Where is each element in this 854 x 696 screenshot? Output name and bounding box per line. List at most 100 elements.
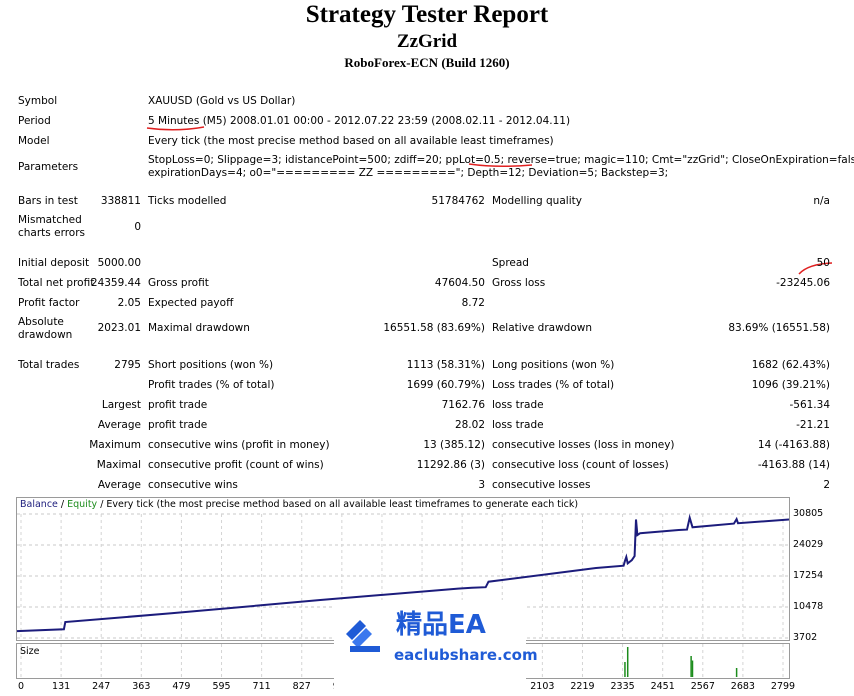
profit-factor-label: Profit factor [18, 297, 80, 309]
relative-drawdown-value: 83.69% (16551.58) [728, 322, 830, 334]
x-tick-label: 827 [292, 681, 311, 692]
gross-profit-label: Gross profit [148, 277, 209, 289]
x-tick-label: 2567 [690, 681, 715, 692]
maximal-consecutive-loss-value: -4163.88 (14) [757, 459, 830, 471]
short-positions-value: 1113 (58.31%) [406, 359, 485, 371]
average-label: Average [97, 419, 141, 431]
maximal-label: Maximal [96, 459, 141, 471]
y-tick-label: 10478 [793, 600, 824, 612]
max-consecutive-wins-label: consecutive wins (profit in money) [148, 439, 330, 451]
x-tick-label: 711 [252, 681, 271, 692]
watermark-url: eaclubshare.com [394, 646, 538, 664]
average-consecutive-losses-value: 2 [823, 479, 830, 491]
period-annotation-underline [146, 126, 205, 131]
loss-trades-label: Loss trades (% of total) [492, 379, 615, 391]
average-consecutive-wins-value: 3 [478, 479, 485, 491]
profit-trades-value: 1699 (60.79%) [406, 379, 485, 391]
total-trades-label: Total trades [18, 359, 80, 371]
maximum-label: Maximum [89, 439, 141, 451]
max-consecutive-wins-value: 13 (385.12) [423, 439, 485, 451]
symbol-value: XAUUSD (Gold vs US Dollar) [148, 95, 296, 107]
quality-value: n/a [813, 195, 830, 207]
absolute-drawdown-label-line2: drawdown [18, 329, 73, 341]
average-profit-value: 28.02 [454, 419, 485, 431]
long-positions-label: Long positions (won %) [492, 359, 615, 371]
x-tick-label: 2683 [730, 681, 755, 692]
mismatched-value: 0 [134, 221, 141, 233]
largest-loss-value: -561.34 [789, 399, 830, 411]
period-label: Period [18, 115, 51, 127]
expected-payoff-value: 8.72 [461, 297, 485, 309]
gross-loss-value: -23245.06 [776, 277, 830, 289]
ticks-value: 51784762 [431, 195, 485, 207]
bars-value: 338811 [100, 195, 141, 207]
x-tick-label: 2451 [650, 681, 675, 692]
watermark-title: 精品EA [396, 610, 486, 640]
x-tick-label: 2103 [530, 681, 555, 692]
profit-trades-label: Profit trades (% of total) [148, 379, 275, 391]
spread-value: 50 [816, 257, 830, 269]
max-consecutive-losses-label: consecutive losses (loss in money) [492, 439, 675, 451]
maximal-drawdown-label: Maximal drawdown [148, 322, 250, 334]
gross-loss-label: Gross loss [492, 277, 546, 289]
parameters-value-line2: expirationDays=4; o0="========= ZZ =====… [148, 167, 669, 179]
absolute-drawdown-value: 2023.01 [97, 322, 141, 334]
spread-annotation-underline [798, 262, 833, 275]
net-profit-label: Total net profit [18, 277, 95, 289]
x-tick-label: 247 [92, 681, 111, 692]
parameters-label: Parameters [18, 161, 79, 173]
x-tick-label: 2219 [570, 681, 595, 692]
expert-name: ZzGrid [396, 31, 458, 52]
expected-payoff-label: Expected payoff [148, 297, 234, 309]
x-tick-label: 479 [172, 681, 191, 692]
largest-profit-label: profit trade [148, 399, 208, 411]
y-tick-label: 24029 [793, 539, 824, 550]
largest-profit-value: 7162.76 [441, 399, 485, 411]
average-consecutive-losses-label: consecutive losses [492, 479, 591, 491]
watermark-logo-icon [346, 620, 380, 652]
largest-label: Largest [101, 399, 141, 411]
gross-profit-value: 47604.50 [434, 277, 485, 289]
average-loss-label: loss trade [492, 419, 544, 431]
parameters-value-line1: StopLoss=0; Slippage=3; idistancePoint=5… [148, 154, 854, 166]
period-value: 5 Minutes (M5) 2008.01.01 00:00 - 2012.0… [148, 115, 571, 127]
spread-label: Spread [492, 257, 529, 269]
x-tick-label: 2335 [610, 681, 635, 692]
chart-legend: Balance / Equity / Every tick (the most … [20, 499, 578, 510]
size-label: Size [20, 646, 40, 657]
symbol-label: Symbol [18, 95, 58, 107]
net-profit-value: 24359.44 [90, 277, 141, 289]
total-trades-value: 2795 [114, 359, 141, 371]
model-label: Model [18, 135, 50, 147]
x-tick-label: 2799 [770, 681, 796, 692]
loss-trades-value: 1096 (39.21%) [751, 379, 830, 391]
bars-label: Bars in test [18, 195, 78, 207]
profit-factor-value: 2.05 [117, 297, 141, 309]
x-tick-label: 363 [132, 681, 151, 692]
size-plot [20, 644, 784, 678]
x-tick-label: 131 [52, 681, 71, 692]
maximal-drawdown-value: 16551.58 (83.69%) [383, 322, 485, 334]
absolute-drawdown-label-line1: Absolute [18, 316, 64, 328]
legend-balance: Balance [20, 499, 58, 510]
average-consecutive-label: Average [97, 479, 141, 491]
deposit-label: Initial deposit [18, 257, 90, 269]
model-value: Every tick (the most precise method base… [148, 135, 554, 147]
series-line-balance [17, 513, 789, 633]
largest-loss-label: loss trade [492, 399, 544, 411]
average-loss-value: -21.21 [796, 419, 830, 431]
mismatched-label-line1: Mismatched [18, 214, 82, 226]
y-tick-label: 30805 [793, 508, 824, 519]
legend-description: / Every tick (the most precise method ba… [97, 499, 579, 510]
y-tick-label: 3702 [793, 632, 818, 643]
x-tick-label: 0 [17, 681, 25, 692]
y-tick-label: 17254 [793, 569, 824, 581]
mismatched-label-line2: charts errors [18, 227, 85, 239]
x-tick-label: 595 [212, 681, 231, 692]
max-consecutive-losses-value: 14 (-4163.88) [757, 439, 830, 451]
average-profit-label: profit trade [148, 419, 208, 431]
report-title: Strategy Tester Report [305, 1, 549, 28]
maximal-consecutive-profit-label: consecutive profit (count of wins) [148, 459, 324, 471]
deposit-value: 5000.00 [97, 257, 141, 269]
long-positions-value: 1682 (62.43%) [751, 359, 830, 371]
